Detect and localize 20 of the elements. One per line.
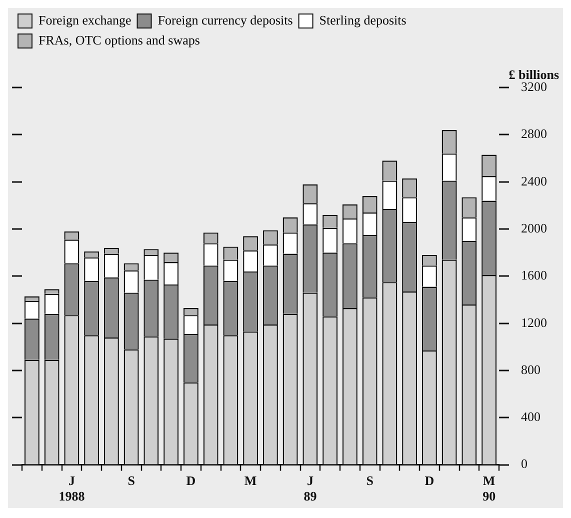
legend-label: Foreign currency deposits [158, 12, 293, 28]
x-tick-label: M 90 [482, 472, 496, 504]
x-tick-label: J 89 [304, 472, 318, 504]
legend-label: Foreign exchange [38, 12, 132, 28]
x-tick-label: J 1988 [58, 472, 86, 504]
legend-label: Sterling deposits [319, 12, 406, 28]
y-tick-label: 1600 [521, 268, 547, 283]
x-tick-label: M [244, 472, 257, 488]
x-tick-label: S [128, 472, 135, 488]
y-tick-label: 0 [521, 456, 528, 472]
y-tick-label: 2800 [521, 126, 547, 142]
y-tick-label: 2400 [521, 173, 547, 188]
x-tick-label: D [424, 472, 434, 488]
legend-label: FRAs, OTC options and swaps [38, 32, 200, 48]
y-tick-label: 1200 [521, 314, 547, 330]
y-tick-label: 800 [521, 362, 540, 377]
y-tick-label: 400 [521, 409, 540, 424]
y-tick-label: 2000 [521, 220, 547, 236]
x-tick-label: D [186, 472, 196, 488]
x-tick-label: S [366, 472, 374, 488]
